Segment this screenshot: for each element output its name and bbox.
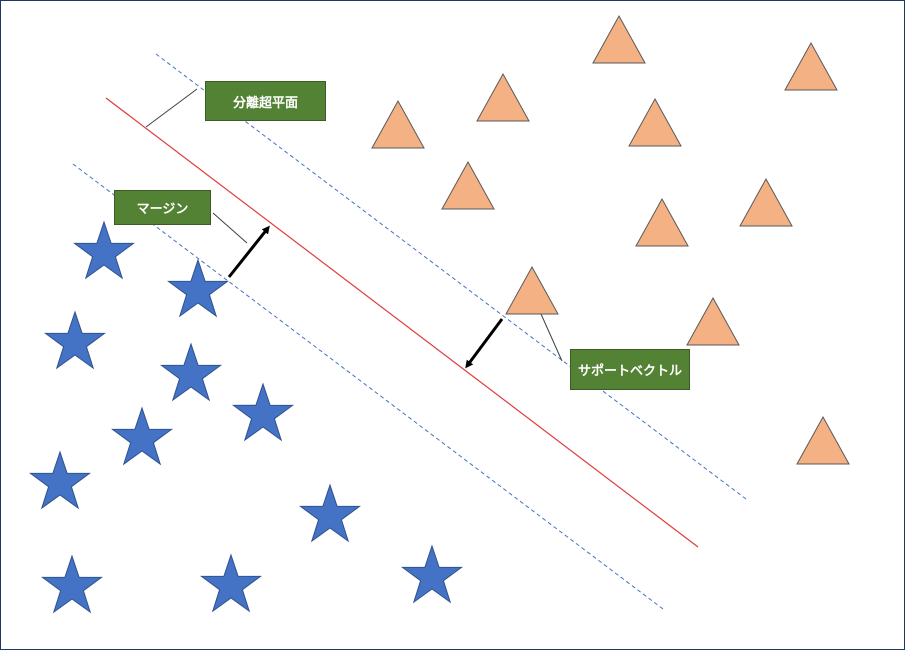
hyperplane-label: 分離超平面 [205,81,326,121]
star-point [166,258,230,318]
support-callout-line [540,313,563,362]
star-point [231,382,295,442]
triangle-point [476,72,530,122]
star-point [400,544,464,604]
star-point [159,342,223,402]
triangle-point [686,296,740,346]
triangle-point [739,177,793,227]
triangle-point [635,197,689,247]
triangle-point [796,415,850,465]
star-class-points [28,220,464,614]
triangle-point [505,265,559,315]
star-point [40,554,104,614]
star-point [43,310,107,370]
star-point [298,483,362,543]
star-point [110,406,174,466]
support-vector-label: サポートベクトル [570,349,690,390]
margin-callout-line [212,212,248,244]
margin-label: マージン [114,190,211,225]
star-point [28,450,92,510]
star-point [72,220,136,280]
triangle-point [628,97,682,147]
star-point [199,553,263,613]
triangle-point [441,160,495,210]
margin-arrow [227,225,270,278]
hyperplane-line [105,97,699,548]
triangle-point [592,14,646,64]
triangle-point [784,41,838,91]
support-vector-arrow [465,318,504,369]
triangle-point [371,99,425,149]
triangle-class-points [371,14,850,465]
hyperplane-callout-line [145,88,198,128]
